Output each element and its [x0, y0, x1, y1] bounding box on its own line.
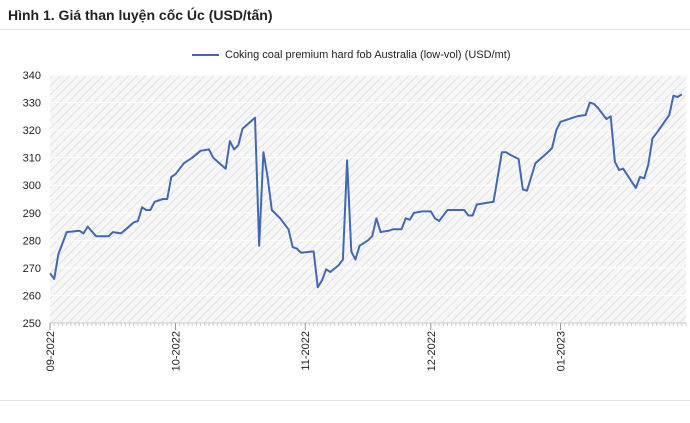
y-tick-label: 280 [23, 235, 41, 247]
legend-swatch [192, 54, 219, 56]
y-tick-label: 260 [23, 290, 41, 302]
y-tick-label: 300 [23, 180, 41, 192]
bottom-divider [0, 400, 690, 401]
y-tick-label: 290 [23, 208, 41, 220]
title-divider [0, 29, 690, 30]
y-tick-label: 320 [23, 125, 41, 137]
legend-label: Coking coal premium hard fob Australia (… [225, 49, 511, 61]
x-tick-label: 10-2022 [171, 331, 183, 371]
x-tick-label: 01-2023 [555, 331, 567, 371]
x-tick-label: 09-2022 [45, 331, 57, 371]
y-tick-label: 330 [23, 98, 41, 110]
y-tick-label: 270 [23, 263, 41, 275]
x-tick-label: 12-2022 [426, 331, 438, 371]
chart-legend: Coking coal premium hard fob Australia (… [192, 49, 510, 61]
y-tick-label: 340 [23, 70, 41, 82]
series-line [49, 93, 683, 289]
y-tick-label: 250 [23, 318, 41, 330]
x-tick-label: 11-2022 [300, 331, 312, 371]
figure-title: Hình 1. Giá than luyện cốc Úc (USD/tấn) [8, 7, 273, 23]
y-tick-label: 310 [23, 153, 41, 165]
plot-area [50, 75, 686, 323]
